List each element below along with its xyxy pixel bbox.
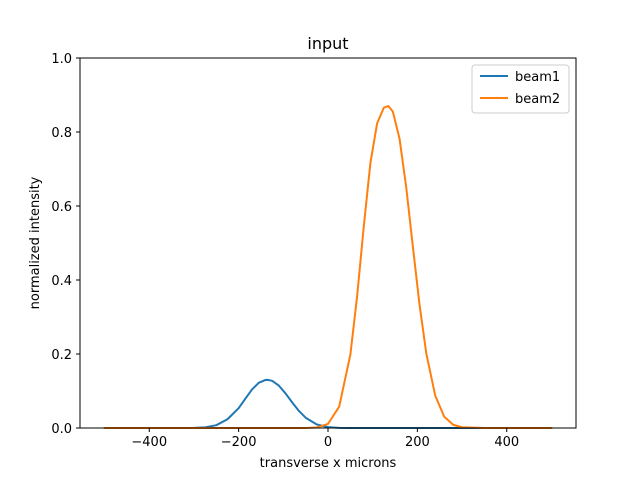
y-tick-label: 1.0: [51, 52, 72, 67]
plot-area: [80, 58, 576, 428]
legend-label-beam2: beam2: [515, 92, 560, 107]
legend: beam1 beam2: [471, 64, 570, 114]
y-tick-label: 0.2: [51, 348, 72, 363]
legend-label-beam1: beam1: [515, 70, 560, 85]
y-axis: 0.0 0.2 0.4 0.6 0.8 1.0: [51, 52, 80, 437]
y-axis-label: normalized intensity: [28, 176, 43, 309]
x-tick-label: 0: [324, 435, 332, 450]
x-axis: −400 −200 0 200 400: [131, 428, 519, 450]
chart-title: input: [307, 34, 348, 53]
x-axis-label: transverse x microns: [260, 456, 397, 471]
y-tick-label: 0.4: [51, 274, 72, 289]
y-tick-label: 0.8: [51, 126, 72, 141]
x-tick-label: 400: [494, 435, 519, 450]
x-tick-label: 200: [405, 435, 430, 450]
y-tick-label: 0.0: [51, 422, 72, 437]
x-tick-label: −200: [221, 435, 257, 450]
y-tick-label: 0.6: [51, 200, 72, 215]
x-tick-label: −400: [131, 435, 167, 450]
